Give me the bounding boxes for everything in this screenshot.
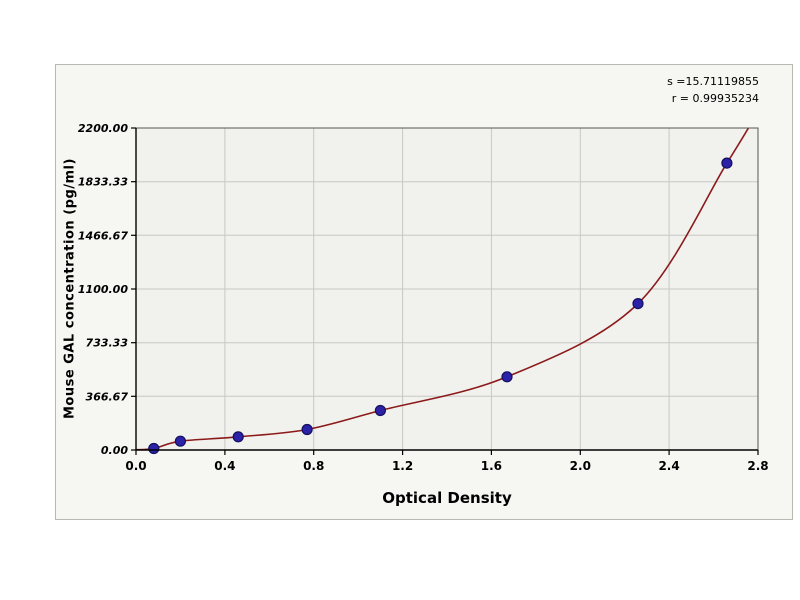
data-point [301, 423, 313, 436]
y-tick-label: 733.33 [86, 337, 129, 350]
y-axis-title: Mouse GAL concentration (pg/ml) [62, 158, 78, 420]
y-tick-label: 1100.00 [78, 283, 128, 296]
x-tick-label: 2.4 [658, 459, 679, 473]
data-point [721, 157, 733, 169]
fit-stat-r: r = 0.99935234 [671, 92, 759, 105]
fit-statistics: s =15.71119855 r = 0.99935234 [667, 73, 759, 107]
data-point [148, 442, 160, 455]
data-point [501, 371, 513, 383]
x-tick-label: 1.2 [392, 459, 413, 473]
y-tick-label: 1466.67 [78, 229, 128, 242]
data-point [632, 298, 644, 310]
x-tick-label: 1.6 [481, 459, 502, 473]
x-tick-label: 2.0 [570, 459, 591, 473]
x-tick-label: 0.8 [303, 459, 324, 473]
x-tick-label: 0.4 [214, 459, 235, 473]
y-tick-label: 0.00 [101, 444, 128, 457]
fit-stat-s: s =15.71119855 [667, 75, 759, 88]
data-point [374, 404, 386, 417]
y-tick-label: 366.67 [86, 390, 129, 403]
data-point [232, 431, 244, 443]
x-tick-label: 0.0 [125, 459, 146, 473]
x-axis-title: Optical Density [382, 489, 512, 507]
elisa-standard-curve-figure: 0.0 0.4 0.8 1.2 1.6 2.0 2.4 2.8 0.00 366.67 733.33… [55, 64, 793, 520]
data-point [174, 435, 187, 447]
x-tick-label: 2.8 [747, 459, 768, 473]
chart-canvas: 0.0 0.4 0.8 1.2 1.6 2.0 2.4 2.8 0.00 366.67 733.33… [78, 122, 769, 473]
y-tick-label: 1833.33 [78, 176, 128, 189]
y-tick-label: 2200.00 [78, 122, 128, 135]
